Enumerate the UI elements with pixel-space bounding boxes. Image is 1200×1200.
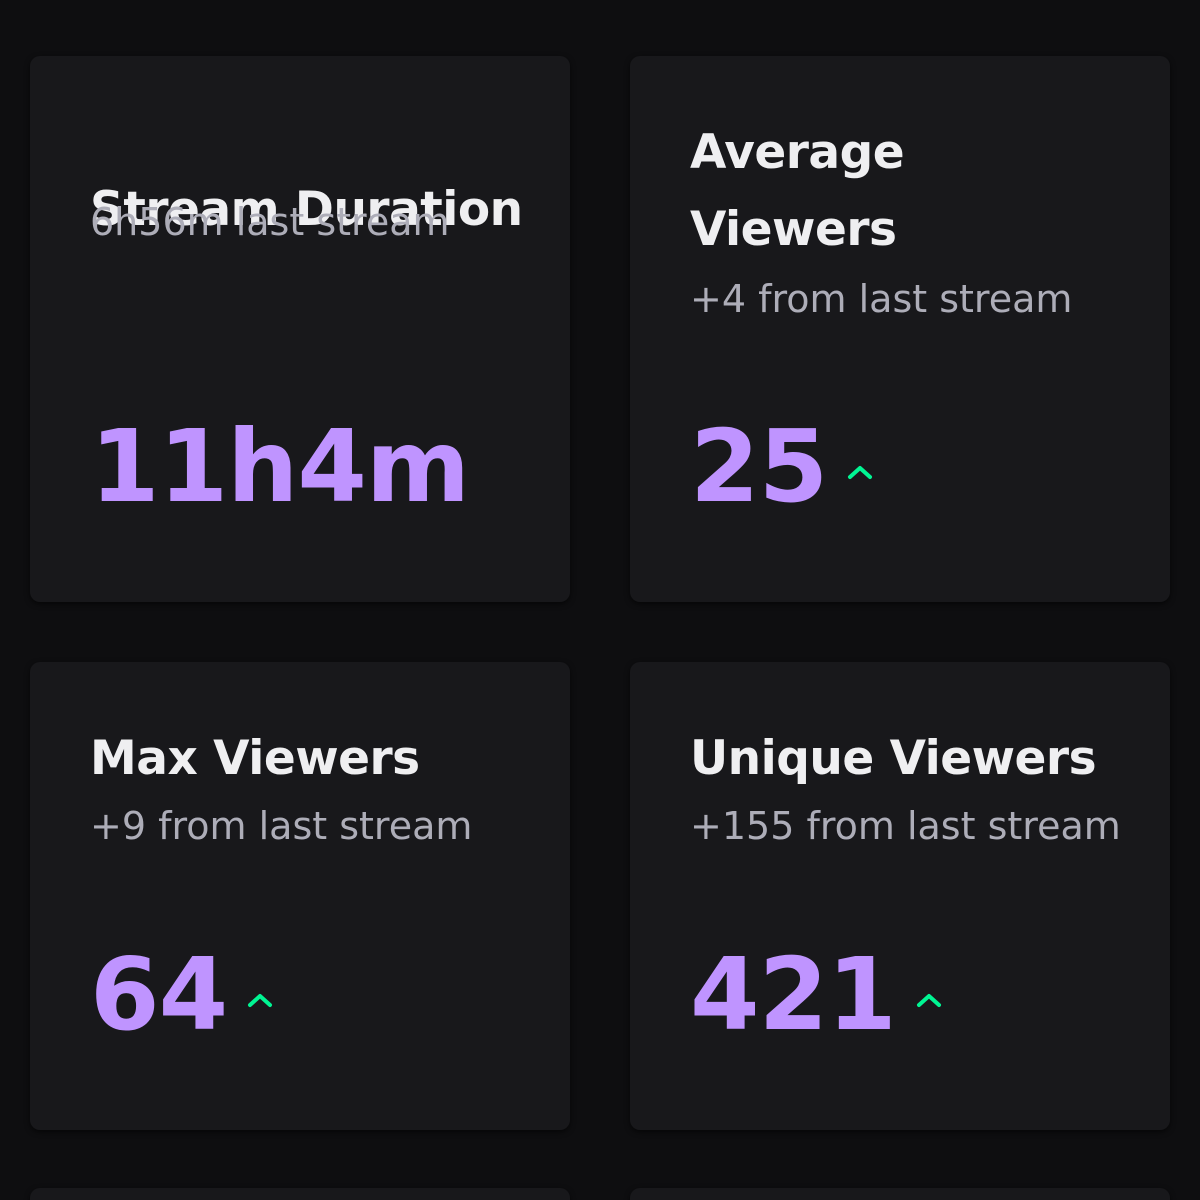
card-title: Average Viewers	[690, 125, 905, 257]
next-card-left	[30, 1188, 570, 1200]
metric-value: 11h4m	[90, 408, 470, 525]
up-arrow-icon	[247, 991, 273, 1009]
card-title: Max Viewers	[90, 731, 420, 786]
metric-row: 64	[90, 940, 273, 1050]
card-subtitle: 6h56m last stream	[90, 200, 450, 244]
up-arrow-icon	[916, 991, 942, 1009]
metric-value: 25	[690, 408, 828, 525]
card-subtitle: +4 from last stream	[690, 277, 1073, 321]
stream-duration-card: Stream Duration 6h56m last stream 11h4m	[30, 56, 570, 602]
average-viewers-card: Average Viewers +4 from last stream 25	[630, 56, 1170, 602]
next-card-right	[630, 1188, 1170, 1200]
card-title: Stream Duration	[90, 182, 523, 237]
card-title: Unique Viewers	[690, 731, 1097, 786]
max-viewers-card: Max Viewers +9 from last stream 64	[30, 662, 570, 1130]
metric-value: 64	[90, 936, 228, 1053]
card-subtitle: +9 from last stream	[90, 804, 473, 848]
metric-row: 11h4m	[90, 408, 470, 525]
metric-value: 421	[690, 936, 897, 1053]
metric-row: 421	[690, 940, 942, 1050]
up-arrow-icon	[847, 463, 873, 481]
metric-row: 25	[690, 412, 873, 522]
card-subtitle: +155 from last stream	[690, 804, 1121, 848]
unique-viewers-card: Unique Viewers +155 from last stream 421	[630, 662, 1170, 1130]
